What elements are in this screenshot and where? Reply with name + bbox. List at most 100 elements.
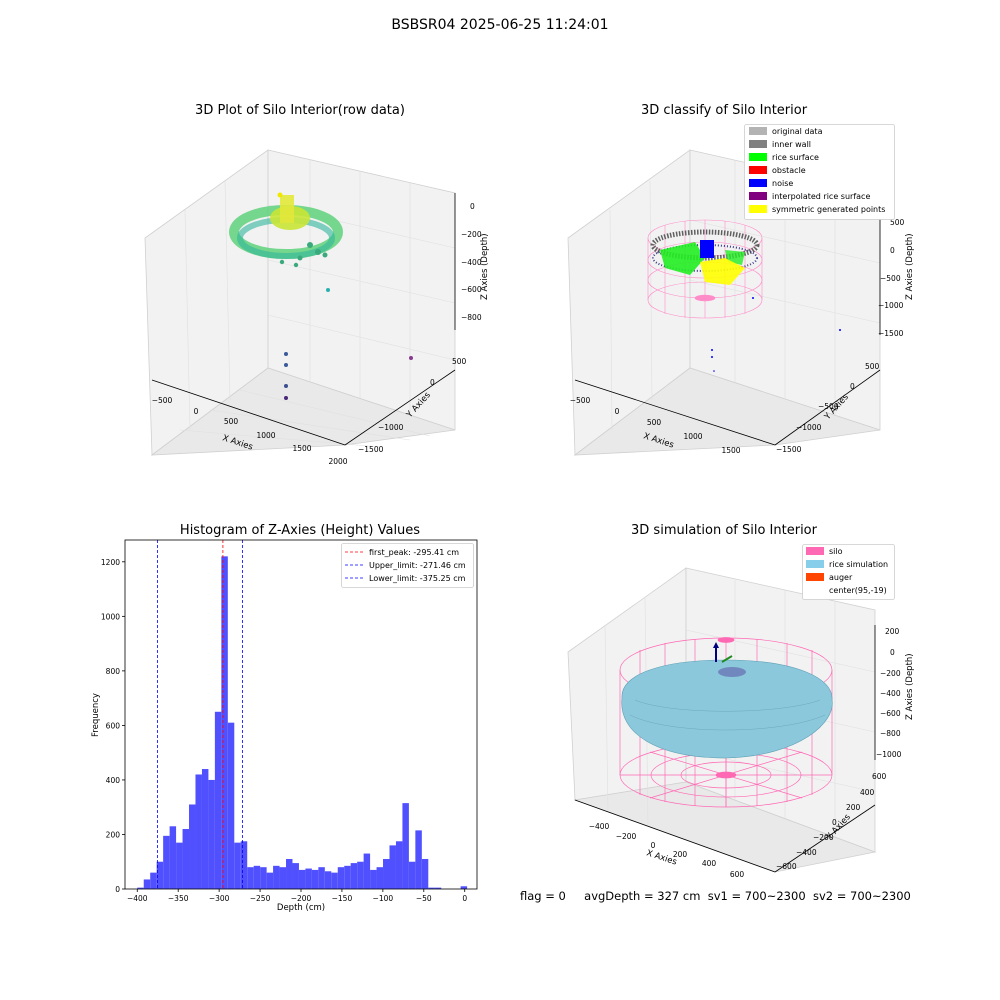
sim-ytick: 0 — [832, 818, 837, 827]
raw-point-low — [284, 384, 288, 388]
sim-ytick: 200 — [846, 803, 861, 812]
histogram-bar — [156, 861, 164, 889]
raw-ytick: −1500 — [358, 445, 384, 454]
histogram-xtick-label: −400 — [127, 894, 148, 903]
histogram-bar — [240, 841, 248, 889]
histogram-bar — [344, 865, 351, 889]
raw-xtick: −500 — [152, 396, 173, 405]
classify-legend: original data inner wall rice surface ob… — [744, 124, 895, 220]
histogram-bar — [214, 711, 222, 889]
raw-grid — [179, 160, 456, 448]
histogram-bar — [189, 804, 196, 889]
histogram-ytick-label: 0 — [115, 885, 120, 894]
sim-ztick: 0 — [890, 648, 895, 657]
histogram-bar — [182, 829, 190, 889]
histogram-bar — [273, 865, 280, 889]
histogram-xtick-label: −300 — [209, 894, 230, 903]
legend-swatch-obstacle — [749, 166, 767, 174]
classify-ztick: −500 — [880, 274, 901, 283]
legend-auger: auger — [829, 573, 853, 582]
sim-xtick: 0 — [651, 841, 656, 850]
histogram-bar — [421, 859, 429, 889]
histogram-xtick-label: −50 — [416, 894, 432, 903]
histogram-legend-box — [341, 543, 474, 588]
sim-ytick: −600 — [776, 862, 797, 871]
histogram-bar — [266, 872, 274, 889]
classify-xtick: 1500 — [721, 446, 740, 455]
sim-ytick: 600 — [872, 772, 887, 781]
raw-pane-floor — [150, 367, 456, 456]
histogram-yticks: 0 200 400 600 800 1000 1200 — [101, 558, 125, 894]
classify-zlabel: Z Axies (Depth) — [905, 233, 915, 300]
raw-ztick: −800 — [461, 313, 482, 322]
histogram-xtick-label: −200 — [291, 894, 312, 903]
sim-ytick: 400 — [860, 788, 875, 797]
classify-noise-cluster — [700, 240, 714, 258]
raw-xtick: 0 — [194, 407, 199, 416]
raw-xtick: 500 — [224, 417, 239, 426]
classify-noise-point — [713, 370, 715, 372]
histogram-legend: first_peak: -295.41 cm Upper_limit: -271.… — [341, 543, 474, 588]
histogram-title: Histogram of Z-Axies (Height) Values — [179, 523, 421, 538]
raw-point-low — [284, 363, 288, 367]
sim-legend: silo rice simulation auger center(95,-19… — [802, 544, 895, 600]
legend-swatch-interpolated — [749, 192, 767, 200]
raw-point-low — [284, 396, 288, 400]
classify-plot-title: 3D classify of Silo Interior — [640, 103, 808, 118]
sim-rice-contour — [634, 699, 821, 712]
raw-point-mid — [326, 288, 330, 292]
legend-original-data: original data — [772, 127, 823, 136]
sim-ztick: −400 — [880, 689, 901, 698]
histogram-legend-label: first_peak: -295.41 cm — [369, 548, 459, 557]
histogram-bar — [331, 872, 338, 889]
histogram-bars — [137, 556, 468, 889]
histogram-bar — [415, 830, 422, 889]
classify-xtick: 0 — [615, 407, 620, 416]
sim-rice-contour — [629, 714, 826, 731]
histogram-bar — [370, 869, 377, 889]
classify-symmetric-points — [700, 258, 745, 285]
sim-ytick: −400 — [796, 848, 817, 857]
raw-ztick: −200 — [461, 230, 482, 239]
histogram-bar — [389, 845, 396, 889]
classify-inner-wall — [650, 229, 760, 261]
histogram-bar — [428, 887, 435, 889]
sim-xtick: 400 — [702, 859, 717, 868]
histogram-bar — [318, 867, 325, 889]
classify-xtick: 500 — [647, 418, 662, 427]
sim-rice-surface — [621, 659, 833, 759]
histogram-xtick-label: −250 — [250, 894, 271, 903]
histogram-bar — [402, 803, 409, 889]
legend-noise: noise — [772, 179, 793, 188]
legend-swatch-original — [749, 127, 767, 135]
histogram-bar — [279, 867, 287, 889]
sim-ztick: −200 — [880, 669, 901, 678]
histogram-ylabel: Frequency — [91, 693, 101, 737]
sim-rice-dip — [718, 667, 746, 677]
legend-swatch-silo — [806, 547, 824, 555]
histogram-ytick-label: 1200 — [101, 558, 120, 567]
sim-xtick: −200 — [616, 832, 637, 841]
raw-scatter-points — [279, 242, 328, 268]
legend-swatch-noise — [749, 179, 767, 187]
raw-zlabel: Z Axies (Depth) — [480, 233, 490, 300]
sim-center-arrow-head — [713, 642, 719, 648]
histogram-bar — [311, 869, 319, 889]
histogram-ytick-label: 200 — [106, 830, 121, 839]
classify-ytick: 0 — [850, 382, 855, 391]
sim-ztick: −1000 — [876, 750, 902, 759]
classify-xtick: −500 — [570, 396, 591, 405]
legend-symmetric: symmetric generated points — [772, 205, 885, 214]
histogram-bar — [305, 868, 312, 889]
sim-ztick: 200 — [885, 627, 900, 636]
histogram-bar — [221, 556, 228, 889]
classify-ztick: −1500 — [878, 329, 904, 338]
histogram-bar — [357, 861, 364, 889]
classify-rice-surface — [660, 242, 705, 275]
legend-rice-surface: rice surface — [772, 153, 819, 162]
raw-xtick: 1500 — [292, 444, 311, 453]
histogram-bar — [292, 863, 299, 889]
histogram-bar — [176, 842, 183, 889]
figure-title: BSBSR04 2025-06-25 11:24:01 — [391, 17, 609, 33]
classify-pane-floor — [573, 367, 881, 456]
